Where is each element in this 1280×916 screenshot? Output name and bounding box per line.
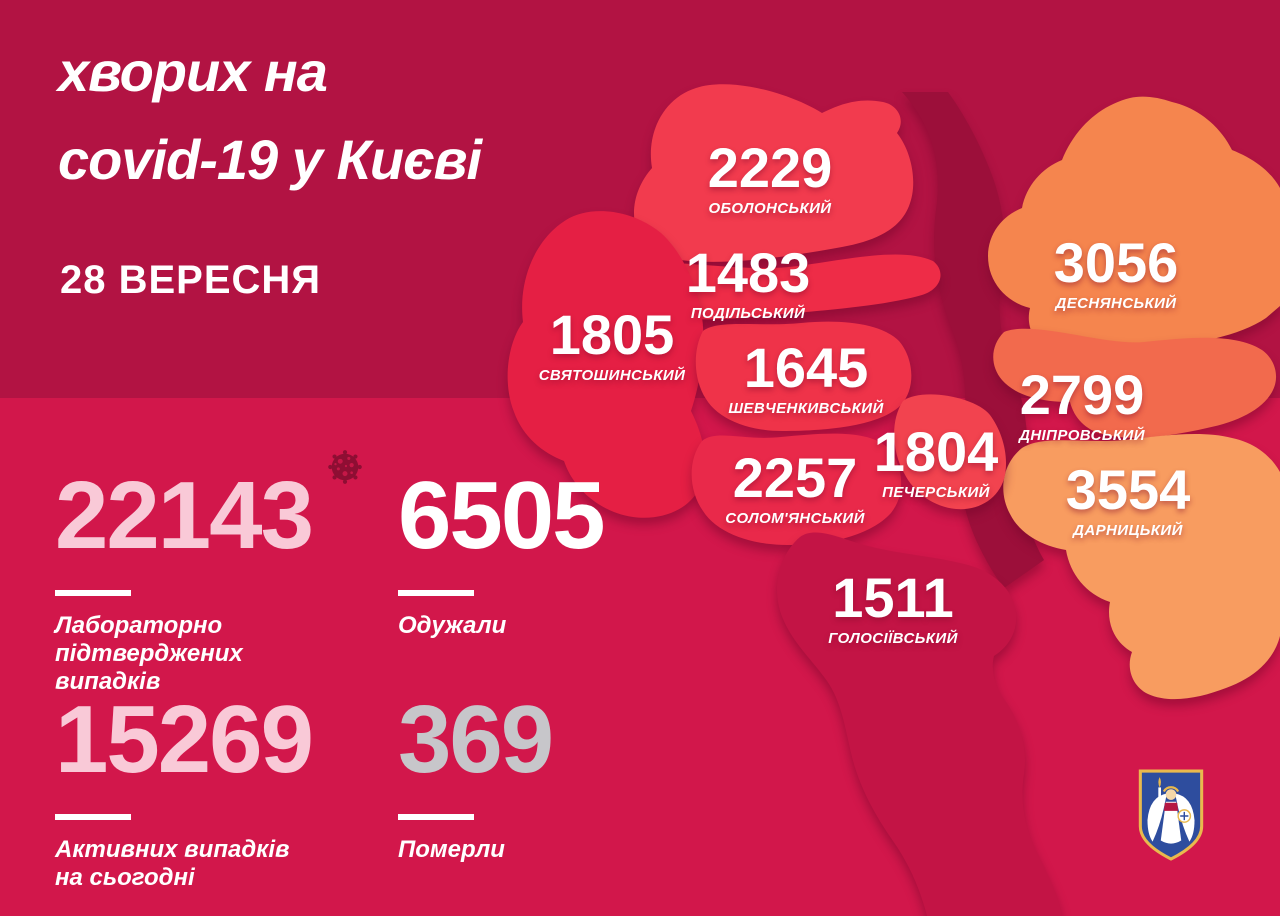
district-name: СОЛОМ'ЯНСЬКИЙ (725, 510, 865, 527)
district-name: ДНІПРОВСЬКИЙ (1019, 427, 1145, 444)
stat-deaths-label: Померли (398, 836, 505, 863)
title-line-2: covid-19 у Києві (58, 128, 482, 191)
stat-deaths: 369 Померли (398, 686, 554, 864)
district-name: ДАРНИЦЬКИЙ (1073, 522, 1183, 539)
stat-divider (398, 814, 474, 820)
stat-confirmed: 22143 Лабораторно підтверджених випадків (55, 462, 314, 695)
district-label-shevchenkivskyi: 1645 ШЕВЧЕНКИВСЬКИЙ (728, 336, 884, 418)
district-label-pecherskyi: 1804 ПЕЧЕРСЬКИЙ (873, 420, 999, 502)
district-shape-solomianskyi (691, 433, 902, 545)
district-name: ШЕВЧЕНКИВСЬКИЙ (728, 400, 884, 417)
district-label-sviatoshynskyi: 1805 СВЯТОШИНСЬКИЙ (538, 303, 686, 385)
district-label-solomianskyi: 2257 СОЛОМ'ЯНСЬКИЙ (725, 446, 865, 528)
district-label-podilskyi: 1483 ПОДІЛЬСЬКИЙ (685, 241, 811, 323)
stat-divider (55, 814, 131, 820)
kyiv-coat-of-arms (1138, 769, 1204, 861)
district-value: 1804 (873, 420, 999, 483)
stat-deaths-value: 369 (398, 686, 554, 793)
district-shape-holosiivskyi (776, 532, 1062, 916)
district-value: 2257 (732, 446, 858, 509)
district-label-obolonskyi: 2229 ОБОЛОНСЬКИЙ (707, 136, 833, 218)
district-name: ДЕСНЯНСЬКИЙ (1055, 295, 1177, 312)
district-value: 1483 (685, 241, 811, 304)
district-name: ГОЛОСІЇВСЬКИЙ (828, 630, 958, 647)
stat-recovered-label: Одужали (398, 612, 507, 639)
report-date: 28 ВЕРЕСНЯ (60, 258, 322, 302)
virus-icon (328, 450, 362, 484)
stat-active-value: 15269 (55, 686, 314, 793)
district-label-desnianskyi: 3056 ДЕСНЯНСЬКИЙ (1053, 231, 1179, 313)
district-name: ПОДІЛЬСЬКИЙ (690, 305, 806, 322)
district-shape-obolonskyi (633, 84, 914, 262)
district-shape-pecherskyi (894, 394, 1007, 510)
district-shape-dniprovskyi (993, 328, 1277, 438)
stat-confirmed-value: 22143 (55, 462, 314, 569)
page-title: хворих на covid-19 у Києві (58, 28, 482, 204)
district-value: 1645 (743, 336, 869, 399)
district-label-dniprovskyi: 2799 ДНІПРОВСЬКИЙ (1019, 363, 1145, 445)
district-value: 3554 (1065, 458, 1191, 521)
title-line-1: хворих на (58, 40, 328, 103)
district-value: 1511 (832, 566, 954, 629)
stat-active-label: Активних випадків на сьогодні (55, 836, 290, 891)
district-name: ПЕЧЕРСЬКИЙ (882, 484, 990, 501)
district-value: 3056 (1053, 231, 1179, 294)
stat-active: 15269 Активних випадків на сьогодні (55, 686, 314, 892)
stat-confirmed-label: Лабораторно підтверджених випадків (55, 612, 243, 695)
stat-recovered: 6505 Одужали (398, 462, 606, 640)
stat-divider (398, 590, 474, 596)
district-shape-sviatoshynskyi (507, 211, 706, 518)
district-shape-darnytskyi (1003, 434, 1280, 700)
stat-divider (55, 590, 131, 596)
district-label-darnytskyi: 3554 ДАРНИЦЬКИЙ (1065, 458, 1191, 540)
district-name: СВЯТОШИНСЬКИЙ (538, 367, 686, 384)
district-name: ОБОЛОНСЬКИЙ (708, 200, 832, 217)
district-label-holosiivskyi: 1511 ГОЛОСІЇВСЬКИЙ (828, 566, 958, 648)
stat-recovered-value: 6505 (398, 462, 606, 569)
dnipro-river-shape (902, 92, 1044, 588)
district-value: 2799 (1019, 363, 1145, 426)
district-shape-shevchenkivskyi (695, 321, 912, 431)
district-shape-desnianskyi (988, 96, 1280, 357)
district-value: 2229 (707, 136, 833, 199)
district-value: 1805 (549, 303, 675, 366)
